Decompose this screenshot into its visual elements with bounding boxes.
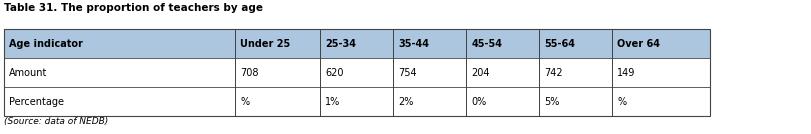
Text: 149: 149 <box>617 68 636 78</box>
Text: Table 31. The proportion of teachers by age: Table 31. The proportion of teachers by … <box>4 3 263 13</box>
Text: Under 25: Under 25 <box>240 39 290 49</box>
Text: 754: 754 <box>398 68 417 78</box>
Bar <box>4 87 710 116</box>
Text: 55-64: 55-64 <box>544 39 575 49</box>
Text: 2%: 2% <box>398 96 414 107</box>
Text: 0%: 0% <box>471 96 487 107</box>
Text: 35-44: 35-44 <box>398 39 429 49</box>
Text: 5%: 5% <box>544 96 560 107</box>
Text: 204: 204 <box>471 68 490 78</box>
Text: 742: 742 <box>544 68 563 78</box>
Text: (Source: data of NEDB): (Source: data of NEDB) <box>4 117 109 126</box>
Bar <box>4 29 710 116</box>
Text: 708: 708 <box>240 68 259 78</box>
Text: Over 64: Over 64 <box>617 39 660 49</box>
Bar <box>4 29 710 58</box>
Text: 25-34: 25-34 <box>325 39 356 49</box>
Text: %: % <box>240 96 249 107</box>
Text: Percentage: Percentage <box>9 96 64 107</box>
Text: 45-54: 45-54 <box>471 39 502 49</box>
Text: Amount: Amount <box>9 68 47 78</box>
Text: 620: 620 <box>325 68 344 78</box>
Text: 1%: 1% <box>325 96 341 107</box>
Bar <box>4 58 710 87</box>
Text: %: % <box>617 96 626 107</box>
Text: Age indicator: Age indicator <box>9 39 83 49</box>
